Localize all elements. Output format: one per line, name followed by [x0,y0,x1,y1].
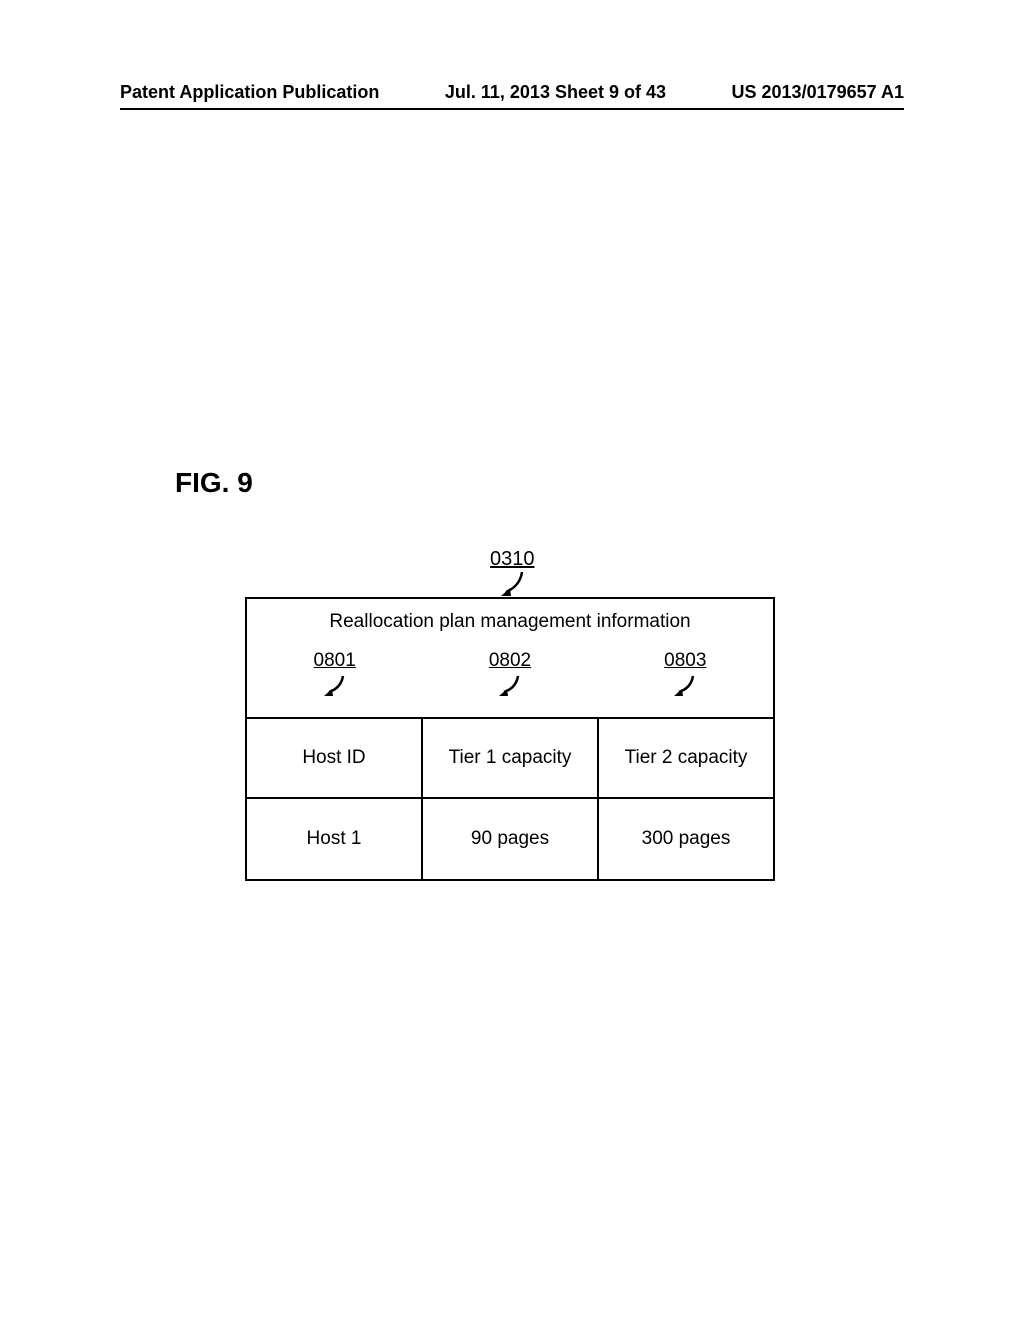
col-ref-cell: 0803 [598,644,773,717]
table-header-row: Host ID Tier 1 capacity Tier 2 capacity [247,719,773,799]
column-header: Tier 2 capacity [599,719,773,797]
col-ref-arrow-icon [496,674,524,700]
col-ref-label: 0801 [314,650,356,672]
col-ref-label: 0802 [489,650,531,672]
table-row: Host 1 90 pages 300 pages [247,799,773,879]
reference-arrow-icon [498,570,528,600]
table-cell: 90 pages [423,799,599,879]
column-refs-row: 0801 0802 0803 [247,644,773,719]
col-ref-label: 0803 [664,650,706,672]
table-cell: Host 1 [247,799,423,879]
header-right: US 2013/0179657 A1 [732,82,904,103]
col-ref-arrow-icon [321,674,349,700]
page-header: Patent Application Publication Jul. 11, … [120,82,904,103]
col-ref-cell: 0801 [247,644,422,717]
column-header: Tier 1 capacity [423,719,599,797]
table-title: Reallocation plan management information [247,599,773,644]
table-cell: 300 pages [599,799,773,879]
header-left: Patent Application Publication [120,82,379,103]
reallocation-table: Reallocation plan management information… [245,597,775,881]
column-header: Host ID [247,719,423,797]
figure-label: FIG. 9 [175,467,253,499]
col-ref-cell: 0802 [422,644,597,717]
col-ref-arrow-icon [671,674,699,700]
header-center: Jul. 11, 2013 Sheet 9 of 43 [445,82,666,103]
table-reference-number: 0310 [490,548,535,571]
header-divider [120,108,904,110]
